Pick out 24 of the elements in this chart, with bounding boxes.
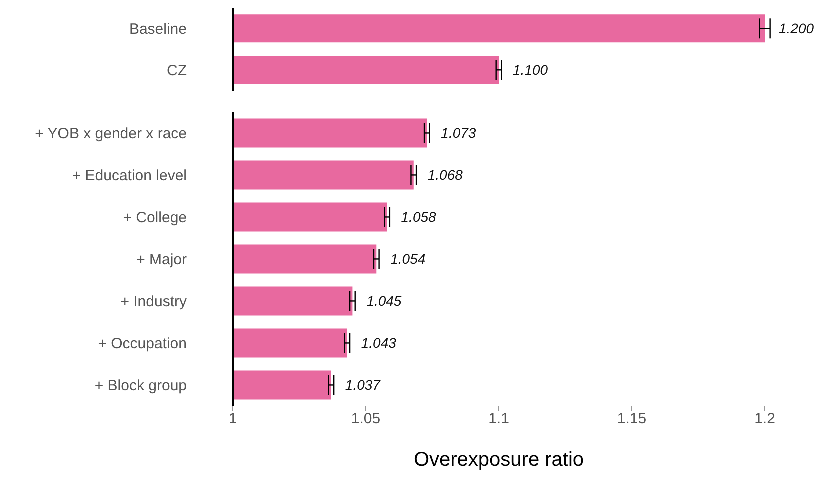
y-tick-label: + YOB x gender x race bbox=[35, 125, 187, 142]
y-tick-label: Baseline bbox=[129, 21, 187, 38]
data-label: 1.045 bbox=[366, 293, 402, 310]
y-tick-label: CZ bbox=[167, 62, 187, 80]
data-label: 1.100 bbox=[513, 62, 548, 78]
data-label: 1.037 bbox=[345, 377, 382, 394]
y-tick-label: + Industry bbox=[120, 293, 188, 310]
y-tick-label: + Occupation bbox=[98, 335, 187, 352]
data-label: 1.043 bbox=[361, 335, 397, 352]
y-tick-label: + College bbox=[123, 209, 187, 226]
x-tick-label: 1.1 bbox=[488, 410, 510, 428]
data-label: 1.058 bbox=[401, 209, 437, 226]
x-axis-title: Overexposure ratio bbox=[414, 449, 584, 471]
x-tick-label: 1.05 bbox=[351, 410, 381, 428]
x-tick-label: 1.15 bbox=[617, 410, 647, 428]
y-tick-label: + Major bbox=[136, 251, 187, 268]
x-tick-label: 1.2 bbox=[754, 410, 776, 428]
x-tick-label: 1 bbox=[228, 410, 238, 428]
y-tick-label: + Education level bbox=[72, 167, 187, 184]
y-tick-label: + Block group bbox=[94, 377, 187, 394]
data-label: 1.200 bbox=[779, 20, 814, 37]
data-label: 1.054 bbox=[390, 251, 426, 268]
data-label: 1.068 bbox=[428, 167, 464, 184]
data-label: 1.073 bbox=[441, 125, 476, 142]
